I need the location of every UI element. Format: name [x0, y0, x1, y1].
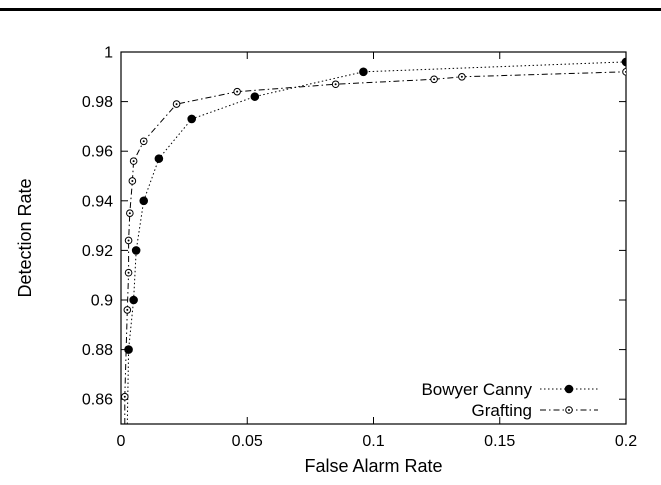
data-point-center-grafting	[131, 179, 134, 182]
y-tick-label: 0.88	[82, 342, 113, 359]
top-rule	[0, 8, 661, 11]
axes-frame	[120, 51, 627, 425]
y-tick-label: 0.94	[82, 193, 113, 210]
data-point-center-grafting	[625, 70, 626, 73]
data-point-bowyer-canny	[131, 246, 141, 255]
data-point-center-grafting	[123, 395, 126, 398]
data-point-bowyer-canny	[154, 154, 164, 163]
series-layer	[121, 57, 626, 424]
plot-frame	[120, 51, 627, 425]
y-tick-label: 0.96	[82, 144, 113, 161]
x-tick-label: 0.15	[484, 433, 515, 450]
legend-marker-center-grafting	[568, 409, 570, 411]
legend-marker-bowyer-canny	[564, 384, 574, 394]
y-tick-label: 0.98	[82, 94, 113, 111]
data-point-bowyer-canny	[359, 67, 368, 77]
x-tick-label: 0.2	[615, 433, 637, 450]
x-tick-label: 0	[117, 433, 126, 450]
x-tick-label: 0.1	[362, 433, 384, 450]
x-axis-label: False Alarm Rate	[304, 456, 442, 476]
data-point-center-grafting	[460, 75, 463, 78]
data-point-bowyer-canny	[129, 295, 138, 305]
data-point-bowyer-canny	[250, 92, 260, 101]
y-tick-label: 0.86	[82, 392, 113, 409]
data-point-center-grafting	[132, 160, 135, 163]
data-point-bowyer-canny	[124, 345, 133, 354]
data-point-bowyer-canny	[621, 57, 626, 67]
data-point-center-grafting	[142, 140, 145, 143]
series-line-grafting	[124, 71, 626, 424]
y-axis-label: Detection Rate	[15, 178, 35, 297]
data-point-bowyer-canny	[187, 114, 196, 124]
legend: Bowyer Canny Grafting	[421, 380, 598, 420]
data-point-center-grafting	[334, 83, 337, 86]
data-point-center-grafting	[175, 103, 178, 106]
data-point-center-grafting	[433, 78, 436, 81]
data-point-center-grafting	[236, 90, 239, 93]
axis-ticks: 0 0.05 0.1 0.15 0.2 0.86 0.88 0.9 0.92 0.94 0.96 0.…	[82, 45, 637, 451]
data-point-center-grafting	[126, 308, 129, 311]
y-tick-label: 0.92	[82, 243, 113, 260]
data-point-center-grafting	[127, 239, 130, 242]
data-point-bowyer-canny	[139, 196, 149, 206]
y-tick-label: 1	[104, 45, 113, 62]
series-bowyer-canny	[124, 57, 626, 424]
data-point-center-grafting	[127, 271, 130, 274]
legend-label-bowyer-canny: Bowyer Canny	[421, 380, 532, 399]
series-line-bowyer-canny	[126, 61, 626, 424]
data-point-grafting	[622, 68, 626, 76]
x-tick-label: 0.05	[232, 433, 263, 450]
data-point-center-grafting	[128, 212, 131, 215]
series-grafting	[121, 68, 626, 424]
y-tick-label: 0.9	[91, 293, 113, 310]
legend-label-grafting: Grafting	[472, 401, 532, 420]
